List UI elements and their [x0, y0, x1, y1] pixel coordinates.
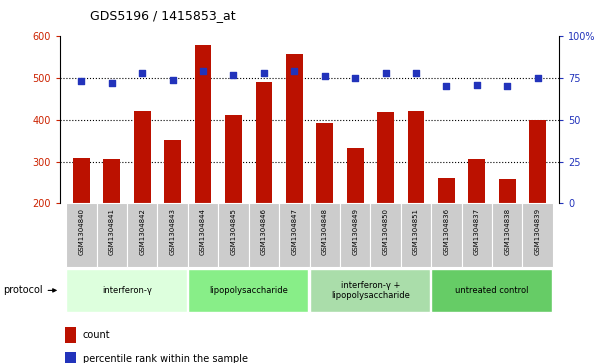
Text: interferon-γ +
lipopolysaccharide: interferon-γ + lipopolysaccharide	[331, 281, 410, 300]
Point	[228, 72, 238, 78]
Point	[350, 75, 360, 81]
Bar	[66, 203, 97, 267]
Text: GSM1304844: GSM1304844	[200, 208, 206, 255]
Point	[411, 70, 421, 76]
Text: GSM1304836: GSM1304836	[444, 208, 450, 256]
Text: GSM1304845: GSM1304845	[230, 208, 236, 255]
Bar	[73, 158, 90, 203]
Bar	[377, 112, 394, 203]
Point	[381, 70, 391, 76]
Bar	[499, 179, 516, 203]
Bar	[188, 269, 308, 311]
Bar	[66, 269, 187, 311]
Bar	[65, 327, 76, 343]
Bar	[340, 203, 370, 267]
Point	[533, 75, 543, 81]
Bar	[462, 203, 492, 267]
Bar	[225, 115, 242, 203]
Bar	[310, 203, 340, 267]
Bar	[431, 269, 552, 311]
Point	[259, 70, 269, 76]
Bar	[134, 111, 151, 203]
Point	[107, 80, 117, 86]
Point	[198, 69, 208, 74]
Point	[76, 78, 86, 84]
Text: GSM1304842: GSM1304842	[139, 208, 145, 255]
Text: GSM1304838: GSM1304838	[504, 208, 510, 256]
Bar	[347, 148, 364, 203]
Text: GSM1304837: GSM1304837	[474, 208, 480, 256]
Point	[168, 77, 177, 83]
Bar	[157, 203, 188, 267]
Bar	[127, 203, 157, 267]
Point	[290, 69, 299, 74]
Bar	[310, 269, 430, 311]
Text: GSM1304843: GSM1304843	[169, 208, 175, 255]
Bar	[255, 82, 272, 203]
Bar	[401, 203, 431, 267]
Text: lipopolysaccharide: lipopolysaccharide	[209, 286, 288, 295]
Text: protocol: protocol	[3, 285, 43, 295]
Text: GSM1304847: GSM1304847	[291, 208, 297, 255]
Bar	[529, 120, 546, 203]
Bar	[249, 203, 279, 267]
Bar	[522, 203, 553, 267]
Point	[442, 83, 451, 89]
Point	[472, 82, 481, 87]
Text: GSM1304849: GSM1304849	[352, 208, 358, 255]
Bar	[438, 178, 455, 203]
Bar	[468, 159, 485, 203]
Text: GSM1304839: GSM1304839	[535, 208, 541, 256]
Bar	[97, 203, 127, 267]
Point	[138, 70, 147, 76]
Bar	[279, 203, 310, 267]
Bar	[195, 45, 212, 203]
Text: GSM1304851: GSM1304851	[413, 208, 419, 255]
Bar	[370, 203, 401, 267]
Text: percentile rank within the sample: percentile rank within the sample	[82, 354, 248, 363]
Point	[320, 73, 329, 79]
Bar	[164, 140, 181, 203]
Bar	[286, 54, 303, 203]
Bar	[431, 203, 462, 267]
Text: count: count	[82, 330, 110, 340]
Text: GDS5196 / 1415853_at: GDS5196 / 1415853_at	[90, 9, 236, 22]
Bar	[316, 123, 333, 203]
Bar	[65, 352, 76, 363]
Text: GSM1304848: GSM1304848	[322, 208, 328, 255]
Point	[502, 83, 512, 89]
Bar	[188, 203, 218, 267]
Text: untreated control: untreated control	[456, 286, 529, 295]
Bar	[103, 159, 120, 203]
Text: GSM1304841: GSM1304841	[109, 208, 115, 255]
Bar	[492, 203, 522, 267]
Text: interferon-γ: interferon-γ	[102, 286, 152, 295]
Bar	[218, 203, 249, 267]
Bar	[407, 111, 424, 203]
Text: GSM1304850: GSM1304850	[383, 208, 389, 255]
Text: GSM1304846: GSM1304846	[261, 208, 267, 255]
Text: GSM1304840: GSM1304840	[78, 208, 84, 255]
